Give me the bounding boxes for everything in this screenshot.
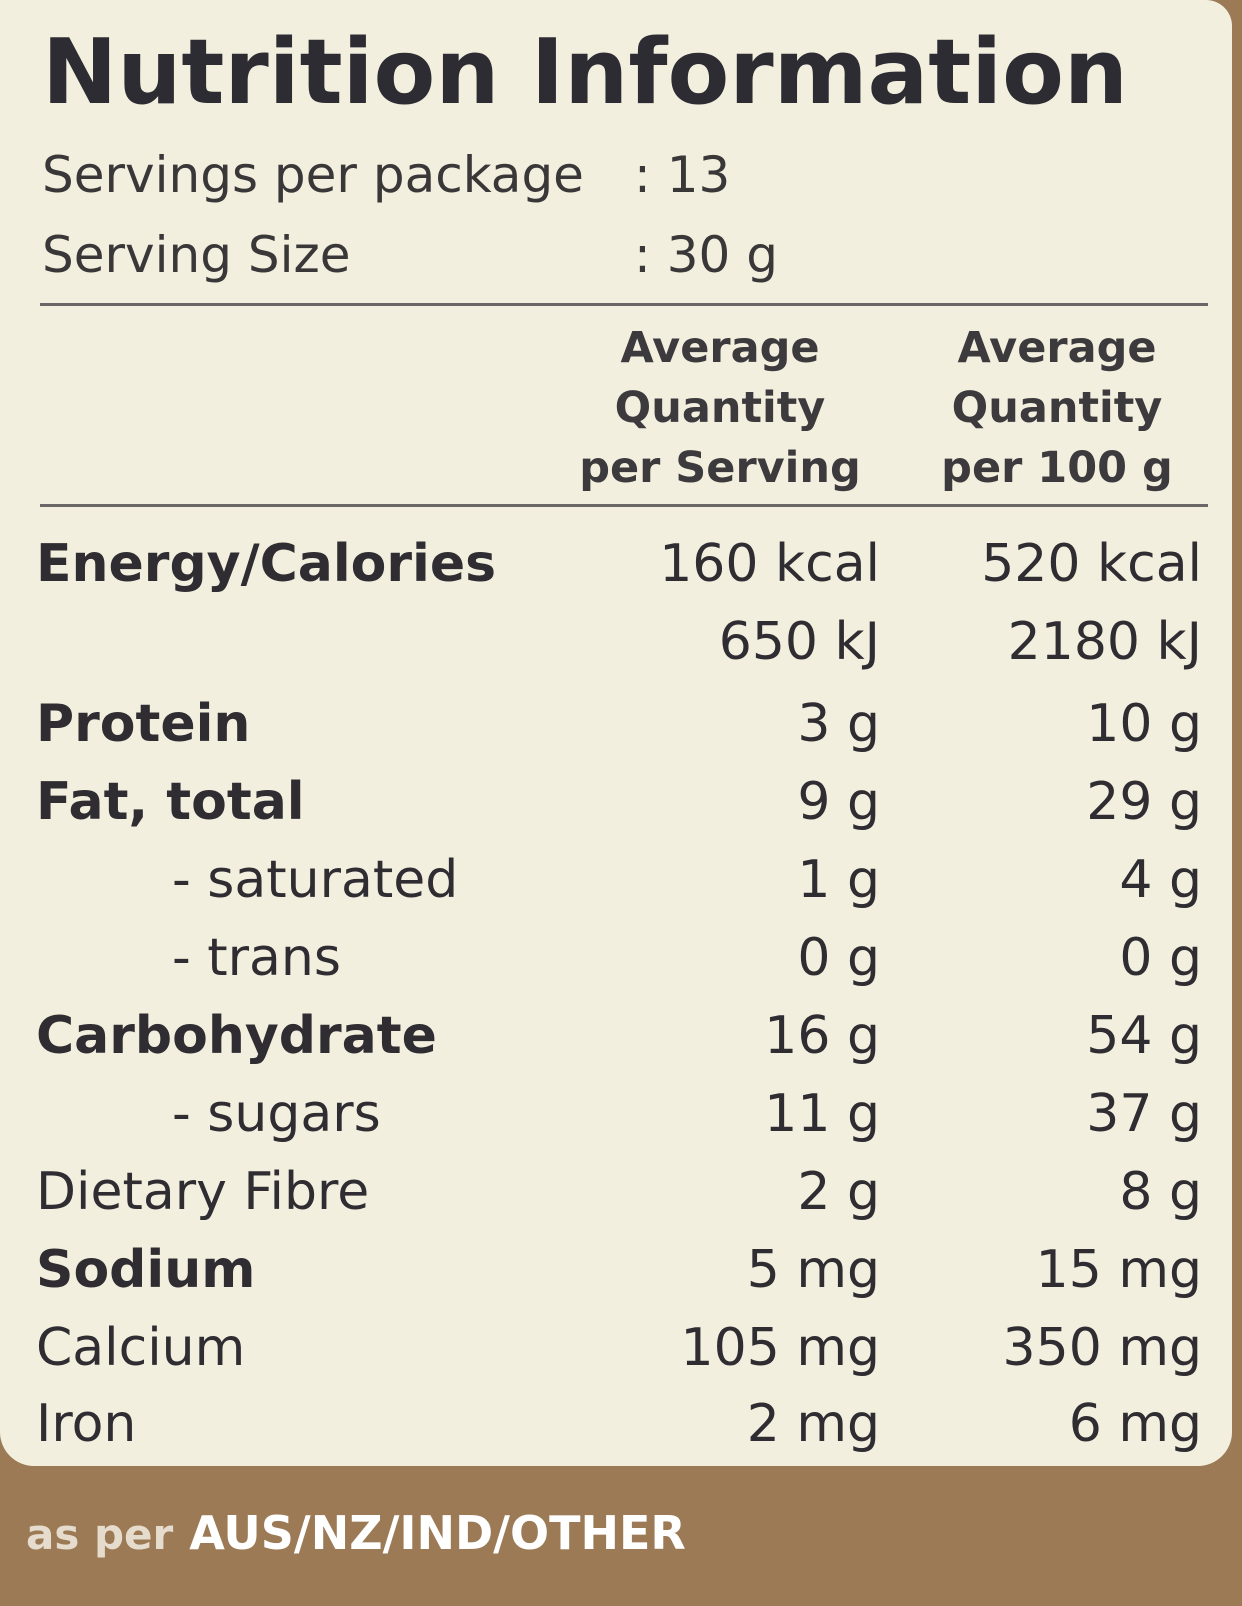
table-row: - trans 0 g 0 g	[0, 920, 1232, 996]
per-serving-value: 11 g	[764, 1084, 880, 1144]
per-serving-value: 1 g	[797, 850, 880, 910]
table-row: Sodium 5 mg 15 mg	[0, 1232, 1232, 1308]
nutrient-label: - saturated	[172, 850, 459, 910]
per-serving-value: 2 g	[797, 1162, 880, 1222]
table-row: Calcium 105 mg 350 mg	[0, 1310, 1232, 1386]
nutrient-label: Fat, total	[36, 772, 305, 832]
column-header-line: Average	[957, 323, 1157, 373]
nutrient-label: Dietary Fibre	[36, 1162, 370, 1222]
column-header-per-serving: Average Quantity per Serving	[560, 318, 880, 498]
per-100g-value: 37 g	[1086, 1084, 1202, 1144]
per-100g-value: 2180 kJ	[1007, 612, 1202, 672]
nutrient-label: Calcium	[36, 1318, 246, 1378]
table-row: Fat, total 9 g 29 g	[0, 764, 1232, 840]
nutrient-label: Carbohydrate	[36, 1006, 437, 1066]
servings-per-package-label: Servings per package	[42, 146, 584, 204]
nutrient-label: Energy/Calories	[36, 534, 497, 594]
column-header-line: per 100 g	[941, 443, 1173, 493]
per-100g-value: 8 g	[1119, 1162, 1202, 1222]
per-serving-value: 105 mg	[680, 1318, 880, 1378]
nutrient-label: Iron	[36, 1394, 137, 1454]
footer-regions: AUS/NZ/IND/OTHER	[189, 1506, 686, 1560]
table-row: Carbohydrate 16 g 54 g	[0, 998, 1232, 1074]
per-100g-value: 10 g	[1086, 694, 1202, 754]
column-header-per-100g: Average Quantity per 100 g	[912, 318, 1202, 498]
per-serving-value: 5 mg	[746, 1240, 880, 1300]
per-serving-value: 0 g	[797, 928, 880, 988]
serving-size-label: Serving Size	[42, 226, 351, 284]
column-header-line: Average	[620, 323, 820, 373]
serving-size-value: : 30 g	[634, 226, 778, 284]
header-divider	[40, 504, 1208, 507]
per-100g-value: 6 mg	[1068, 1394, 1202, 1454]
per-serving-value: 16 g	[764, 1006, 880, 1066]
nutrition-panel: Nutrition Information Servings per packa…	[0, 0, 1232, 1466]
per-100g-value: 4 g	[1119, 850, 1202, 910]
table-row: Protein 3 g 10 g	[0, 686, 1232, 762]
per-100g-value: 0 g	[1119, 928, 1202, 988]
per-serving-value: 160 kcal	[659, 534, 880, 594]
per-serving-value: 2 mg	[746, 1394, 880, 1454]
table-row: - saturated 1 g 4 g	[0, 842, 1232, 918]
per-100g-value: 29 g	[1086, 772, 1202, 832]
table-row: Iron 2 mg 6 mg	[0, 1386, 1232, 1462]
per-serving-value: 3 g	[797, 694, 880, 754]
column-header-line: Quantity	[614, 383, 826, 433]
servings-per-package-value: : 13	[634, 146, 731, 204]
regulatory-footer: as per AUS/NZ/IND/OTHER	[26, 1510, 686, 1556]
per-100g-value: 350 mg	[1002, 1318, 1202, 1378]
per-100g-value: 520 kcal	[981, 534, 1202, 594]
table-row: Energy/Calories 160 kcal 520 kcal	[0, 526, 1232, 602]
column-header-line: Quantity	[951, 383, 1163, 433]
column-header-line: per Serving	[579, 443, 861, 493]
table-row: - sugars 11 g 37 g	[0, 1076, 1232, 1152]
per-100g-value: 54 g	[1086, 1006, 1202, 1066]
nutrient-label: Sodium	[36, 1240, 256, 1300]
table-row: Dietary Fibre 2 g 8 g	[0, 1154, 1232, 1230]
per-serving-value: 650 kJ	[718, 612, 880, 672]
nutrient-label: - trans	[172, 928, 341, 988]
nutrient-label: - sugars	[172, 1084, 381, 1144]
footer-lead: as per	[26, 1510, 174, 1559]
per-100g-value: 15 mg	[1035, 1240, 1202, 1300]
nutrient-label: Protein	[36, 694, 251, 754]
page-title: Nutrition Information	[42, 20, 1128, 125]
per-serving-value: 9 g	[797, 772, 880, 832]
table-row: 650 kJ 2180 kJ	[0, 604, 1232, 680]
top-divider	[40, 303, 1208, 306]
